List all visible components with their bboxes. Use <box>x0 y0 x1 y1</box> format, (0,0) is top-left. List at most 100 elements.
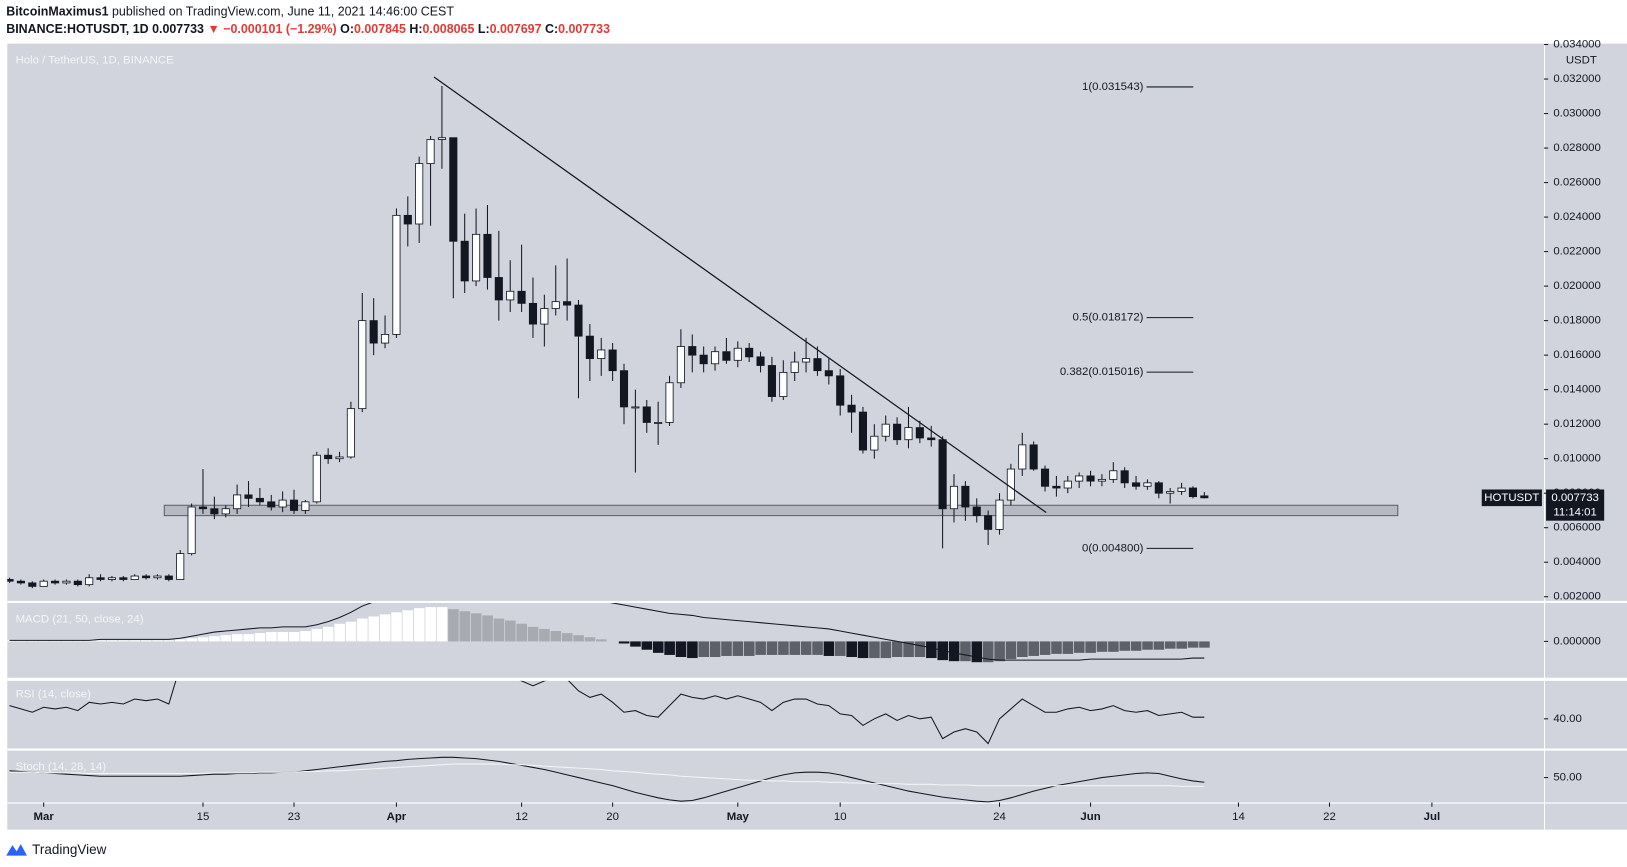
candle-body <box>426 139 435 165</box>
x-tick-label: 10 <box>834 811 847 823</box>
candle-body <box>176 553 185 580</box>
y-unit: USDT <box>1566 54 1597 66</box>
macd-histogram-bar <box>197 637 209 642</box>
candle-body <box>130 575 139 580</box>
price: 0.007733 <box>152 22 204 36</box>
candle-body <box>39 580 48 587</box>
macd-histogram-bar <box>220 635 232 642</box>
candle-body <box>733 347 742 361</box>
macd-histogram-bar <box>1062 641 1074 654</box>
x-tick-label: Mar <box>34 811 55 823</box>
ohlc-key: H: <box>409 22 422 36</box>
macd-histogram-bar <box>1119 641 1131 651</box>
fib-label: 0(0.004800) <box>1082 542 1144 554</box>
stoch-panel <box>9 756 1205 803</box>
candle-body <box>85 577 94 586</box>
indicator-line <box>9 756 1205 803</box>
macd-histogram-bar <box>539 628 550 642</box>
macd-histogram-bar <box>505 620 516 642</box>
candle-body <box>324 454 333 460</box>
macd-histogram-bar <box>880 641 892 659</box>
candle-body <box>1154 482 1163 494</box>
indicator-title: Stoch (14, 28, 14) <box>16 761 107 773</box>
logo-icon <box>6 844 27 856</box>
candle-body <box>574 304 583 337</box>
macd-histogram-bar <box>61 640 72 642</box>
macd-histogram-bar <box>7 640 15 642</box>
indicator-line <box>9 763 1205 787</box>
candle-body <box>813 358 822 372</box>
y-tick-label: 50.00 <box>1553 772 1582 784</box>
macd-histogram-bar <box>1085 641 1096 653</box>
macd-histogram-bar <box>1187 641 1199 648</box>
candle-body <box>1132 482 1141 487</box>
macd-histogram-bar <box>891 641 903 658</box>
candle-body <box>699 354 708 365</box>
macd-histogram-bar <box>857 641 869 659</box>
macd-histogram-bar <box>413 608 425 642</box>
candle-body <box>483 233 492 278</box>
x-tick-label: 12 <box>515 811 528 823</box>
candle-body <box>870 435 879 451</box>
y-tick-label: 0.006000 <box>1553 522 1601 534</box>
macd-histogram-bar <box>163 640 175 642</box>
candle-body <box>1188 487 1197 498</box>
y-tick-label: 0.010000 <box>1553 453 1601 465</box>
candle-body <box>1029 444 1038 470</box>
macd-histogram-bar <box>800 641 812 655</box>
candle-body <box>437 137 446 140</box>
macd-histogram-bar <box>994 641 1005 662</box>
candle-body <box>289 499 299 511</box>
y-tick-label: 0.012000 <box>1553 418 1601 430</box>
candle-body <box>608 349 617 372</box>
candle-body <box>415 163 424 225</box>
macd-histogram-bar <box>721 641 732 656</box>
fib-label: 0.5(0.018172) <box>1073 312 1144 324</box>
y-tick-label: 0.020000 <box>1553 280 1601 292</box>
candle-body <box>312 454 321 503</box>
macd-histogram-bar <box>755 641 766 655</box>
candle-body <box>1166 491 1175 494</box>
brand[interactable]: TradingView <box>32 842 106 857</box>
macd-histogram-bar <box>926 641 937 659</box>
candle-body <box>107 577 116 580</box>
candle-body <box>938 439 947 510</box>
macd-histogram-bar <box>391 612 402 642</box>
x-tick-label: Jun <box>1080 811 1100 823</box>
candle-body <box>221 508 230 515</box>
candle-body <box>1109 470 1118 480</box>
candle-body <box>198 506 208 510</box>
candle-body <box>96 577 105 580</box>
y-tick-label: 0.018000 <box>1553 315 1601 327</box>
macd-histogram-bar <box>823 641 835 656</box>
x-tick-label: 23 <box>288 811 301 823</box>
macd-histogram-bar <box>300 631 311 642</box>
macd-line <box>9 602 1205 661</box>
y-tick-label: 0.032000 <box>1553 73 1601 85</box>
macd-histogram-bar <box>186 638 197 642</box>
macd-histogram-bar <box>687 641 698 659</box>
macd-histogram-bar <box>1176 641 1187 649</box>
macd-histogram-bar <box>835 641 846 656</box>
candle-body <box>380 334 390 344</box>
candle-body <box>301 501 310 511</box>
support-zone <box>163 504 1399 517</box>
macd-histogram-bar <box>129 640 141 642</box>
candle-body <box>1143 482 1152 487</box>
candle-body <box>710 351 720 365</box>
candle-body <box>881 423 890 437</box>
candle-body <box>585 335 594 360</box>
macd-histogram-bar <box>49 640 61 642</box>
macd-histogram-bar <box>1017 641 1028 658</box>
candle-body <box>995 499 1004 530</box>
candle-body <box>1177 487 1186 492</box>
x-tick-label: 14 <box>1232 811 1245 823</box>
macd-histogram-bar <box>903 641 914 658</box>
macd-histogram-bar <box>425 607 436 642</box>
ohlc-value: 0.007845 <box>354 22 406 36</box>
y-tick-label: 0.028000 <box>1553 142 1601 154</box>
macd-histogram-bar <box>379 614 391 642</box>
macd-histogram-bar <box>436 607 448 642</box>
candle-body <box>187 506 196 555</box>
